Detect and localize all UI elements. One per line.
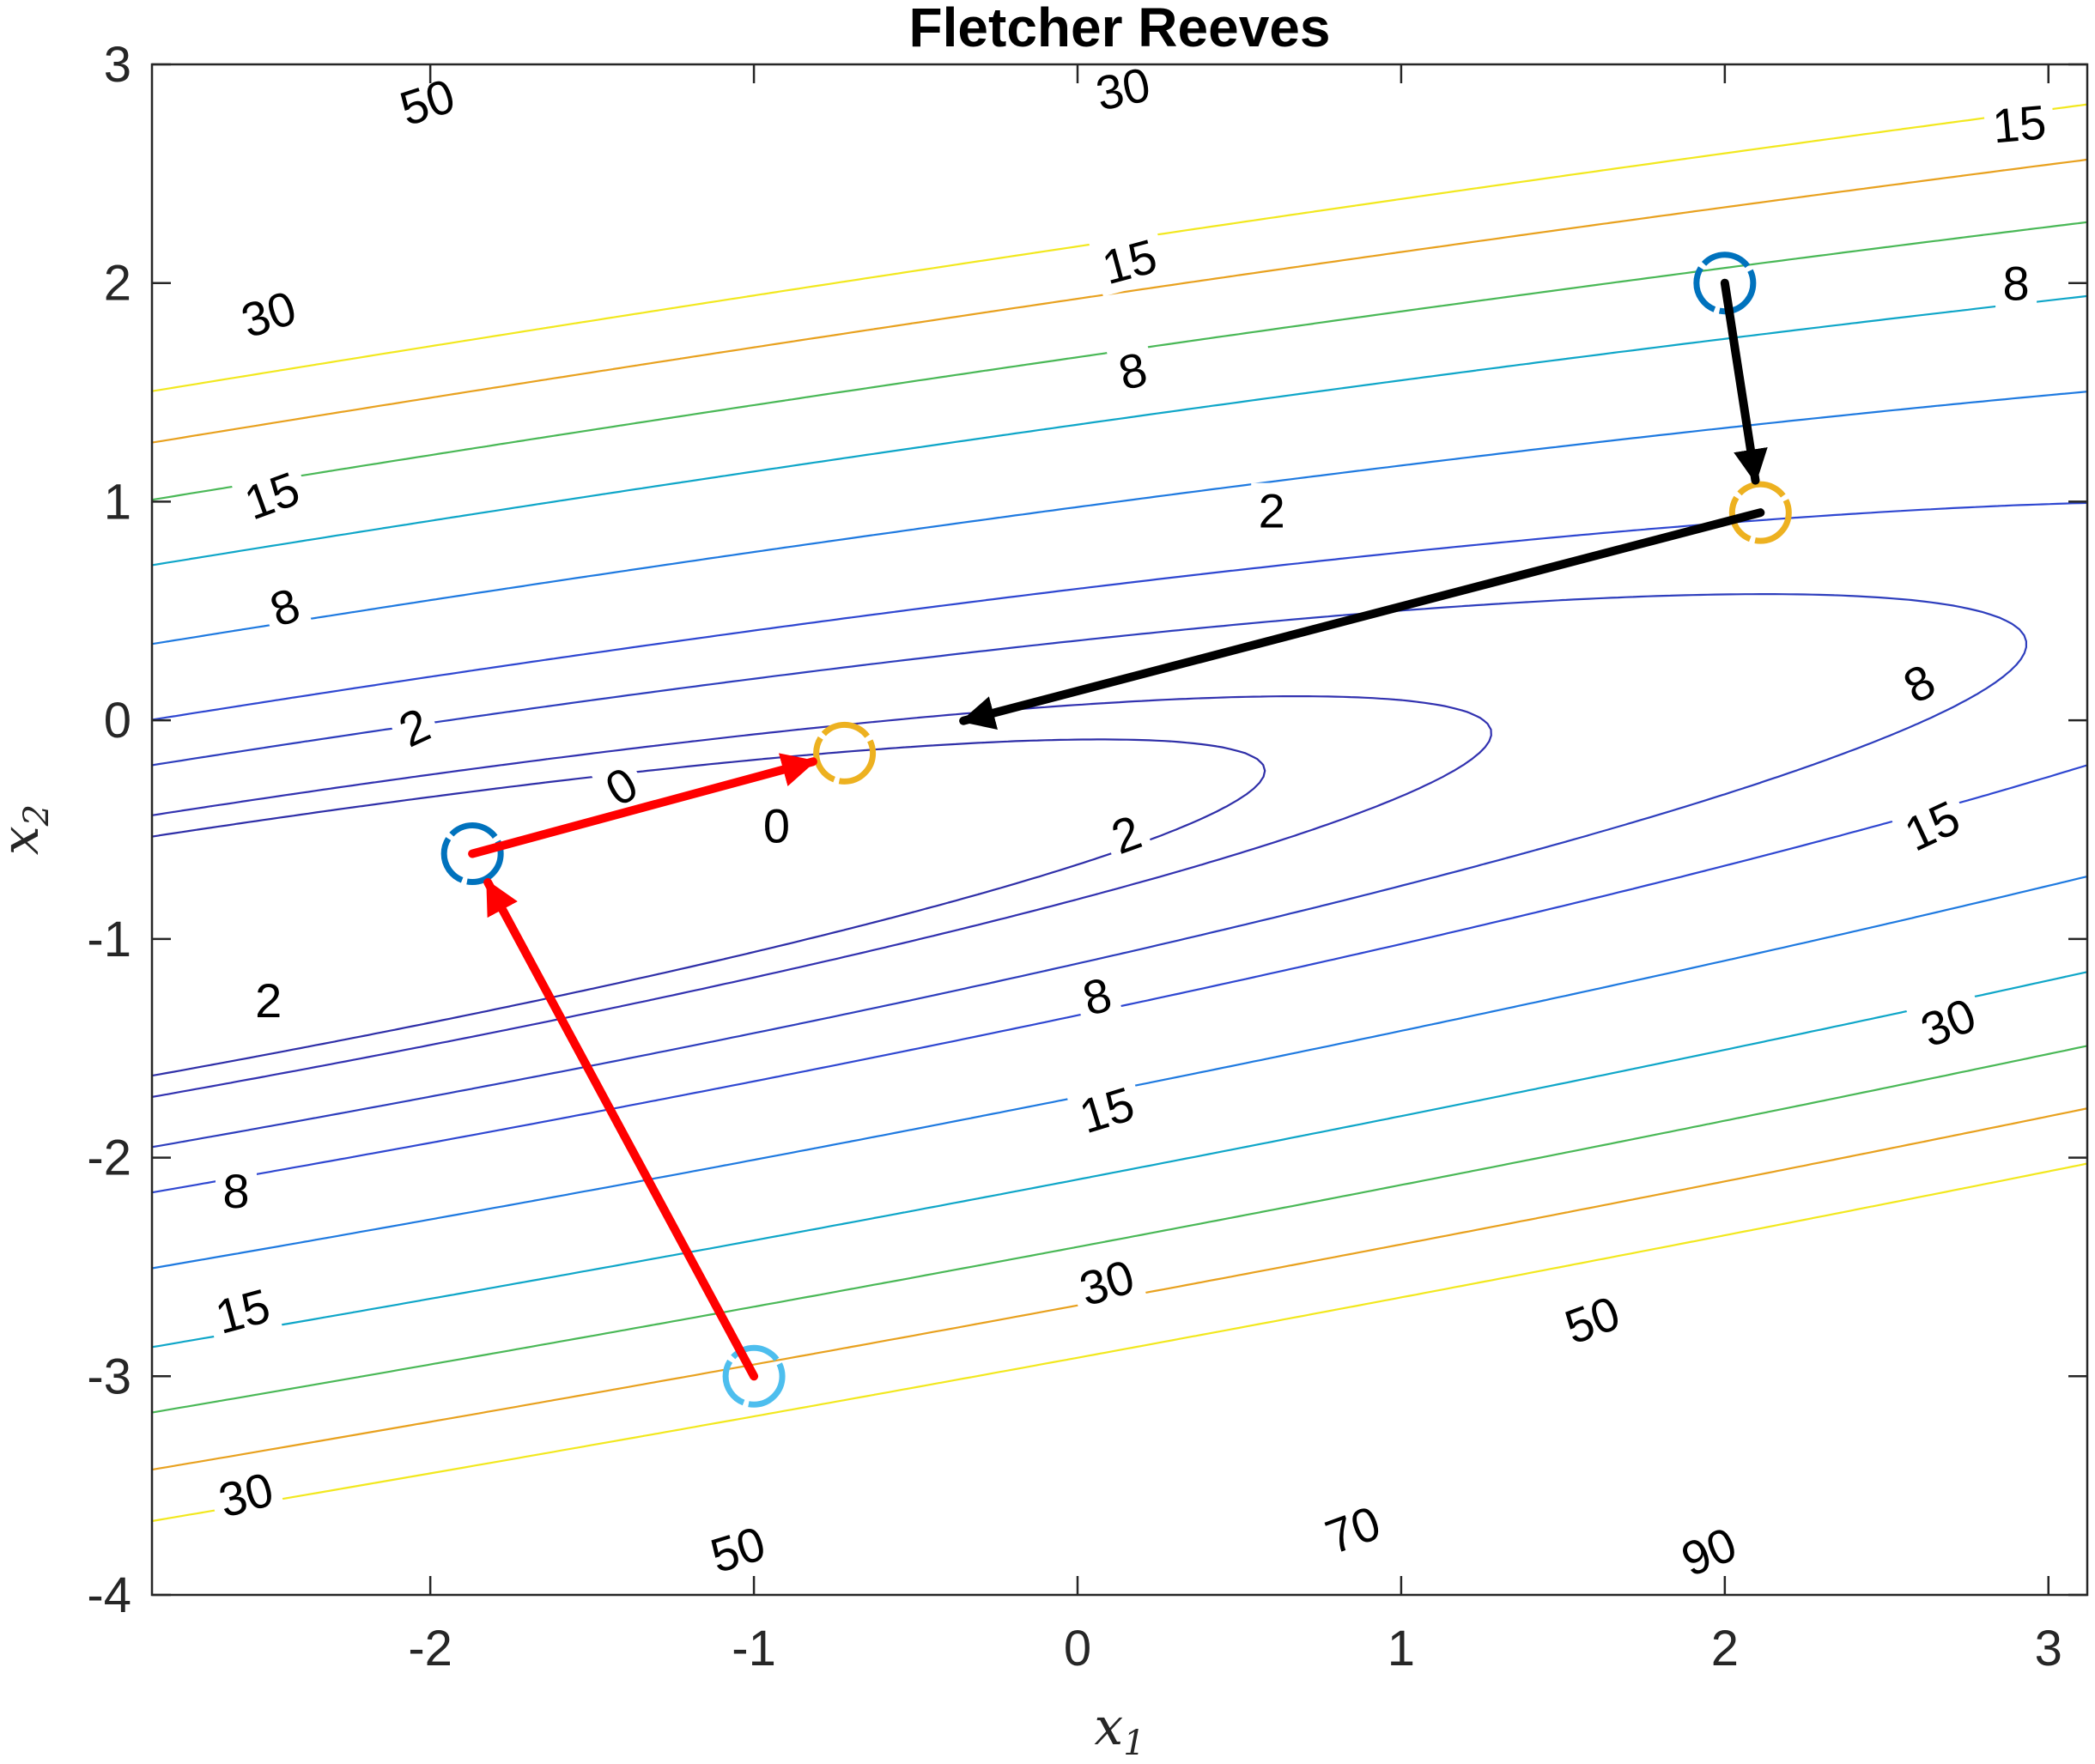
contour-label-bg [1310, 1491, 1394, 1567]
contour-label: 30 [1066, 1246, 1148, 1319]
contour-label: 2 [1097, 801, 1155, 867]
contour-level-15 [152, 501, 2087, 1194]
y-tick-label: -2 [87, 1131, 131, 1186]
y-tick-label: 1 [104, 474, 131, 530]
x-axis-label: x1 [1094, 1697, 1145, 1763]
contour-label-bg [384, 693, 445, 761]
contour-label-text: 8 [222, 1164, 249, 1218]
red-step-arrow [468, 753, 817, 858]
red-step-arrow [483, 877, 759, 1381]
contour-label-bg [1666, 1512, 1752, 1590]
contour-label: 2 [247, 973, 289, 1028]
contour-label-bg [1106, 338, 1160, 403]
contour-level-110 [152, 103, 2087, 1523]
contour-level-50 [152, 294, 2087, 1349]
contour-label-bg [1889, 785, 1975, 865]
contour-label: 15 [1089, 225, 1170, 297]
contour-label: 15 [202, 1275, 283, 1347]
contour-label-bg [1089, 225, 1170, 297]
axes-box [150, 63, 2089, 1597]
contour-label-bg [227, 276, 310, 351]
contour-label-bg [247, 973, 289, 1028]
contour-label: 30 [1084, 54, 1163, 123]
contour-label-bg [696, 1512, 779, 1585]
black-start-marker [1693, 252, 1757, 315]
contour-label-bg [1550, 1282, 1634, 1357]
contour-label-bg [1251, 482, 1293, 538]
red-end-marker [813, 721, 877, 785]
black-step-arrow [1720, 278, 1768, 485]
contour-label: 8 [216, 1162, 257, 1218]
contour-label-bg [202, 1275, 283, 1347]
y-tick-label: -3 [87, 1349, 131, 1404]
y-tick-label: -4 [87, 1567, 131, 1623]
contour-label-bg [1070, 963, 1125, 1028]
y-axis-label: x2 [0, 804, 57, 855]
contour-level-0 [152, 738, 1266, 1077]
red-start-marker [722, 1344, 786, 1408]
contour-label-text: 2 [255, 973, 282, 1027]
contour-label-text: 8 [2003, 257, 2030, 311]
contour-label-bg [256, 573, 313, 640]
x-tick-label: 1 [1388, 1621, 1415, 1676]
x-tick-label: 2 [1711, 1621, 1739, 1676]
y-tick-label: 2 [104, 256, 131, 312]
contour-label: 30 [205, 1458, 287, 1531]
contour-label-bg [1983, 93, 2056, 155]
contour-level-2 [152, 695, 1492, 1098]
contour-level-90 [152, 158, 2087, 1471]
contour-label-bg [756, 797, 798, 853]
contour-label-bg [1084, 54, 1163, 123]
x-tick-label: 0 [1064, 1621, 1091, 1676]
black-step-marker [1728, 481, 1792, 544]
contour-label-bg [1066, 1073, 1148, 1146]
y-tick-label: 0 [104, 693, 131, 749]
x-tick-label: -1 [732, 1621, 776, 1676]
contour-label: 0 [756, 797, 798, 853]
contour-label-bg [1887, 649, 1951, 718]
contour-label-text: 15 [1990, 94, 2049, 153]
contour-label-bg [229, 458, 314, 533]
contour-label: 15 [1983, 93, 2056, 155]
optimization-paths [440, 252, 1792, 1408]
ticks: -2 -1 0 1 2 3 -4 -3 -2 -1 0 1 2 3 [87, 37, 2087, 1676]
y-tick-label: -1 [87, 912, 131, 967]
x-tick-label: 3 [2035, 1621, 2062, 1676]
contour-label-bg [386, 64, 469, 139]
contour-label: 8 [256, 573, 313, 640]
red-step-marker [440, 822, 504, 886]
contour-label-bg [216, 1162, 257, 1218]
contour-label-bg [1995, 255, 2037, 311]
contour-label-bg [589, 751, 653, 821]
contour-label-text: 2 [1259, 484, 1285, 538]
contour-label-bg [1905, 983, 1990, 1061]
black-step-arrow [959, 508, 1765, 730]
contour-label: 8 [1106, 338, 1160, 403]
contour-label: 8 [1995, 255, 2037, 311]
contour-label-bg [1097, 801, 1155, 867]
x-tick-label: -2 [408, 1621, 452, 1676]
contour-label-bg [205, 1458, 287, 1531]
contour-label: 2 [1251, 482, 1293, 538]
chart-title: Fletcher Reeves [909, 0, 1331, 58]
contour-label-text: 0 [763, 798, 790, 852]
contour-label-bg [1066, 1246, 1148, 1319]
contour-label-text: 30 [1091, 57, 1155, 121]
y-tick-label: 3 [104, 37, 131, 93]
contour-label: 8 [1070, 963, 1125, 1028]
